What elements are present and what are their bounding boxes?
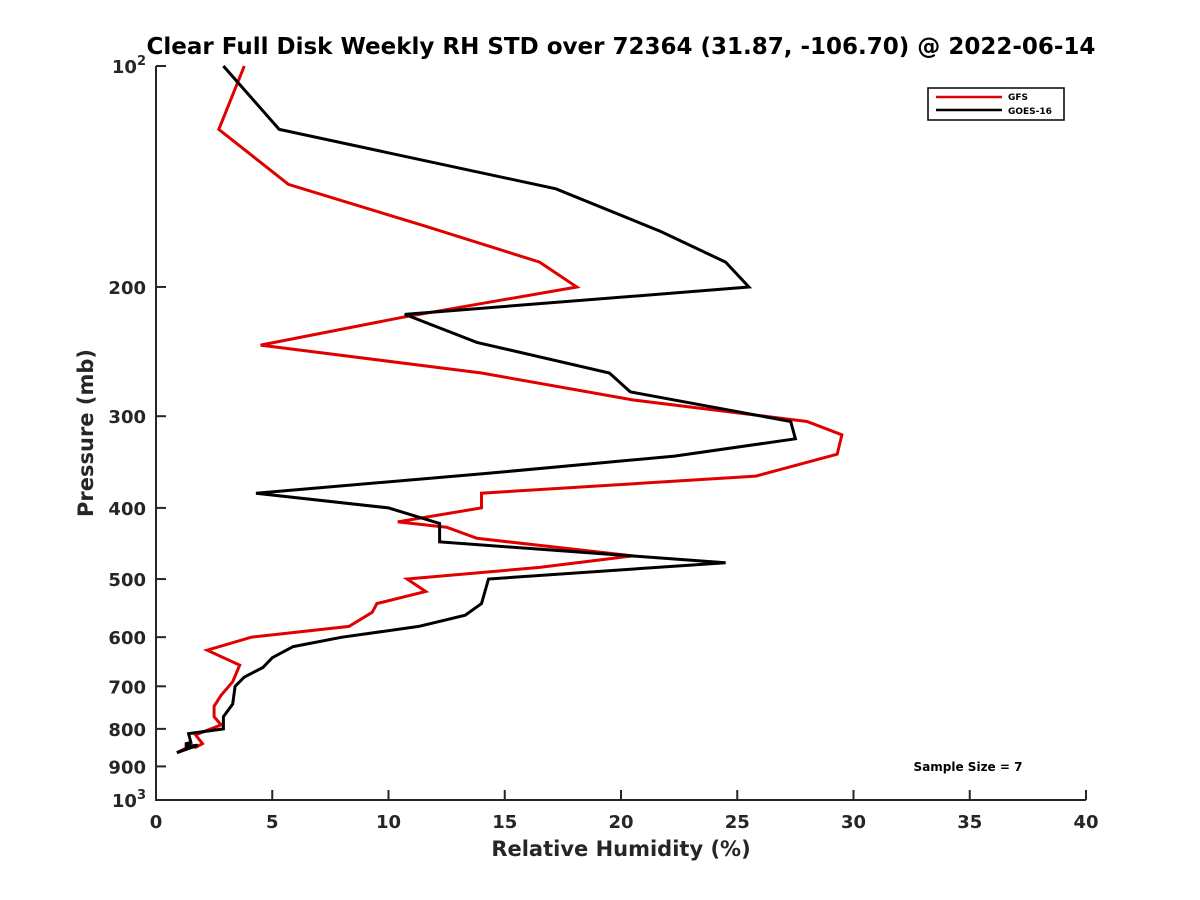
x-tick-label: 15	[492, 812, 517, 833]
legend-box	[927, 87, 1065, 121]
series-line-gfs	[176, 65, 844, 755]
x-tick-label: 0	[150, 812, 163, 833]
legend: GFS GOES-16	[927, 87, 1065, 121]
x-tick-label: 35	[957, 812, 982, 833]
legend-label-gfs: GFS	[1008, 93, 1028, 103]
y-tick-label: 103	[112, 788, 146, 812]
x-tick-label: 25	[725, 812, 750, 833]
x-axis-ticks: 0 5 10 15 20 25 30 35 40	[150, 790, 1099, 833]
series-line-goes16	[176, 65, 798, 755]
legend-label-goes16: GOES-16	[1008, 107, 1052, 117]
y-axis-label: Pressure (mb)	[74, 349, 98, 517]
y-tick-label: 200	[108, 278, 146, 299]
x-axis-label: Relative Humidity (%)	[491, 837, 750, 861]
x-tick-label: 20	[608, 812, 633, 833]
series-layer	[176, 65, 844, 755]
y-axis-ticks: 102 200 300 400 500 600 700 800 900 103	[108, 54, 166, 812]
y-tick-label: 102	[112, 54, 146, 78]
x-tick-label: 30	[841, 812, 866, 833]
chart-title: Clear Full Disk Weekly RH STD over 72364…	[147, 34, 1096, 60]
x-tick-label: 10	[376, 812, 401, 833]
y-tick-label: 500	[108, 570, 146, 591]
x-tick-label: 40	[1073, 812, 1098, 833]
y-tick-label: 800	[108, 720, 146, 741]
y-tick-label: 900	[108, 757, 146, 778]
sample-size-annotation: Sample Size = 7	[914, 760, 1023, 774]
y-tick-label: 300	[108, 407, 146, 428]
y-tick-label: 700	[108, 677, 146, 698]
y-tick-label: 600	[108, 628, 146, 649]
y-tick-label: 400	[108, 499, 146, 520]
plot-frame-left	[155, 66, 157, 800]
x-tick-label: 5	[266, 812, 279, 833]
